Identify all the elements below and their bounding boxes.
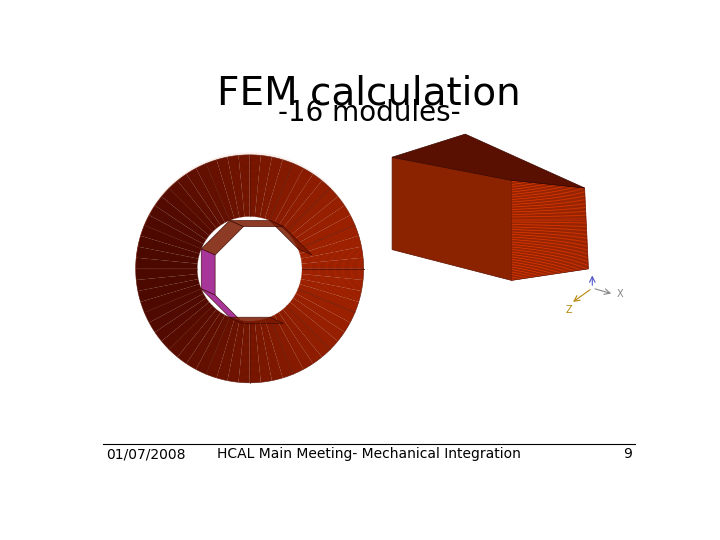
- Polygon shape: [149, 294, 206, 332]
- Polygon shape: [169, 306, 217, 357]
- Polygon shape: [260, 319, 283, 381]
- Polygon shape: [250, 155, 261, 217]
- Polygon shape: [155, 197, 210, 240]
- Polygon shape: [161, 302, 212, 349]
- Polygon shape: [283, 306, 330, 357]
- Polygon shape: [300, 236, 361, 259]
- Polygon shape: [255, 320, 272, 382]
- Polygon shape: [300, 279, 361, 302]
- Polygon shape: [217, 157, 240, 219]
- Polygon shape: [270, 164, 303, 222]
- Polygon shape: [138, 279, 199, 302]
- Polygon shape: [230, 220, 284, 227]
- Polygon shape: [196, 164, 230, 222]
- Text: FEM calculation: FEM calculation: [217, 75, 521, 113]
- Polygon shape: [279, 174, 322, 228]
- Polygon shape: [136, 247, 198, 264]
- Polygon shape: [290, 298, 344, 341]
- Polygon shape: [135, 269, 197, 280]
- Polygon shape: [270, 315, 303, 374]
- Text: X: X: [617, 289, 624, 299]
- Polygon shape: [206, 160, 235, 220]
- Text: HCAL Main Meeting- Mechanical Integration: HCAL Main Meeting- Mechanical Integratio…: [217, 448, 521, 462]
- Polygon shape: [161, 188, 212, 235]
- Polygon shape: [145, 215, 204, 249]
- Polygon shape: [265, 317, 293, 378]
- Polygon shape: [228, 320, 245, 382]
- Polygon shape: [293, 206, 350, 244]
- Polygon shape: [287, 302, 338, 349]
- Polygon shape: [177, 309, 220, 363]
- Polygon shape: [260, 157, 283, 219]
- Polygon shape: [511, 180, 588, 280]
- Polygon shape: [230, 317, 284, 323]
- Polygon shape: [202, 249, 215, 295]
- Polygon shape: [270, 220, 312, 255]
- Polygon shape: [298, 284, 359, 313]
- Polygon shape: [217, 319, 240, 381]
- Polygon shape: [177, 174, 220, 228]
- Polygon shape: [140, 225, 202, 254]
- Polygon shape: [186, 312, 225, 369]
- Text: 9: 9: [624, 448, 632, 462]
- Polygon shape: [169, 181, 217, 232]
- Polygon shape: [265, 160, 293, 220]
- Polygon shape: [136, 274, 198, 291]
- Polygon shape: [149, 206, 206, 244]
- Polygon shape: [296, 215, 355, 249]
- Polygon shape: [140, 284, 202, 313]
- Polygon shape: [204, 222, 296, 315]
- Polygon shape: [279, 309, 322, 363]
- Text: -16 modules-: -16 modules-: [278, 99, 460, 127]
- Polygon shape: [250, 321, 261, 383]
- Polygon shape: [283, 181, 330, 232]
- Text: 01/07/2008: 01/07/2008: [106, 448, 185, 462]
- Polygon shape: [186, 168, 225, 225]
- Polygon shape: [238, 321, 250, 383]
- Polygon shape: [135, 258, 197, 269]
- Polygon shape: [296, 289, 355, 322]
- Polygon shape: [228, 156, 245, 218]
- Polygon shape: [155, 298, 210, 341]
- Polygon shape: [255, 156, 272, 218]
- Polygon shape: [202, 220, 243, 255]
- Text: Z: Z: [566, 305, 572, 315]
- Polygon shape: [290, 197, 344, 240]
- Polygon shape: [202, 289, 243, 323]
- Polygon shape: [302, 269, 364, 280]
- Polygon shape: [301, 274, 363, 291]
- Polygon shape: [206, 317, 235, 378]
- Polygon shape: [274, 312, 313, 369]
- Polygon shape: [392, 134, 585, 188]
- Polygon shape: [238, 155, 250, 217]
- Polygon shape: [274, 168, 313, 225]
- Polygon shape: [302, 258, 364, 269]
- Polygon shape: [293, 294, 350, 332]
- Polygon shape: [392, 157, 511, 280]
- Polygon shape: [287, 188, 338, 235]
- Polygon shape: [196, 315, 230, 374]
- Polygon shape: [145, 289, 204, 322]
- Polygon shape: [138, 236, 199, 259]
- Polygon shape: [301, 247, 363, 264]
- Polygon shape: [298, 225, 359, 254]
